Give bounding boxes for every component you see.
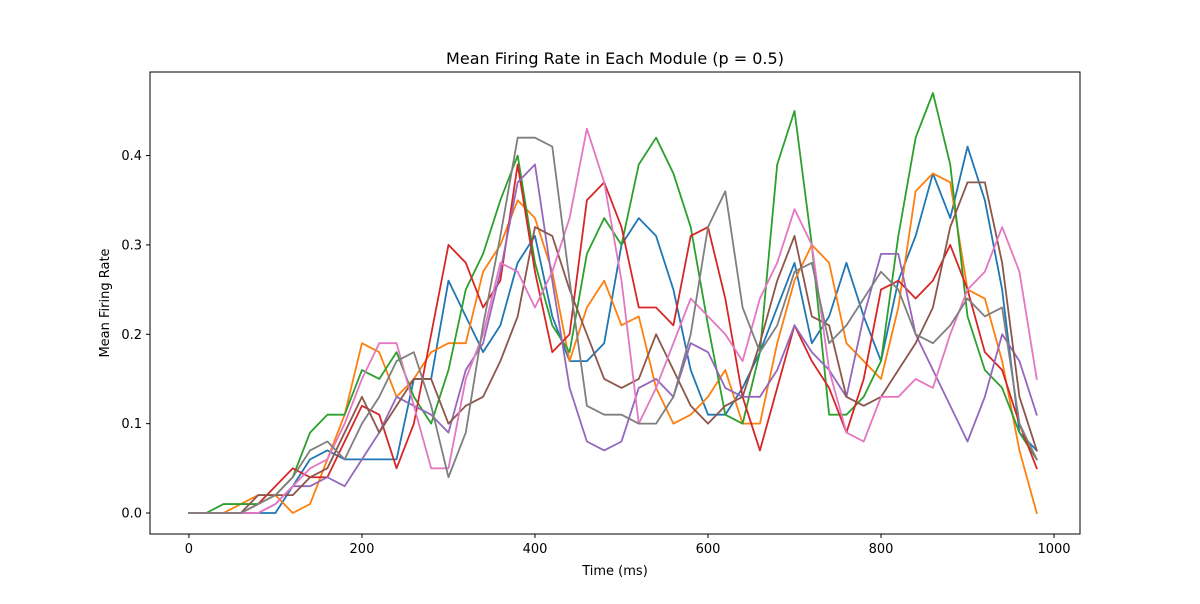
- series-line-8: [188, 136, 1038, 514]
- y-axis: 0.0 0.1 0.2 0.3 0.4: [121, 149, 150, 522]
- plot-frame: [149, 71, 1081, 535]
- chart-title: Mean Firing Rate in Each Module (p = 0.5…: [446, 49, 784, 68]
- y-tick-label: 0.3: [121, 238, 142, 253]
- series-line-4: [188, 163, 1038, 514]
- x-tick-label: 1000: [1037, 542, 1070, 557]
- y-tick-label: 0.2: [121, 328, 142, 343]
- x-tick-label: 600: [696, 542, 721, 557]
- x-tick-label: 800: [869, 542, 894, 557]
- x-axis-label: Time (ms): [581, 564, 648, 579]
- x-axis: 0 200 400 600 800 1000: [185, 534, 1071, 557]
- x-tick-label: 200: [350, 542, 375, 557]
- x-tick-label: 0: [185, 542, 193, 557]
- series-layer: [188, 92, 1039, 515]
- y-tick-label: 0.1: [121, 417, 142, 432]
- y-tick-label: 0.4: [121, 149, 142, 164]
- series-line-7: [188, 127, 1038, 514]
- series-line-6: [188, 181, 1038, 514]
- y-axis-label: Mean Firing Rate: [98, 248, 113, 357]
- x-tick-label: 400: [523, 542, 548, 557]
- y-tick-label: 0.0: [121, 507, 142, 522]
- series-line-5: [188, 163, 1038, 514]
